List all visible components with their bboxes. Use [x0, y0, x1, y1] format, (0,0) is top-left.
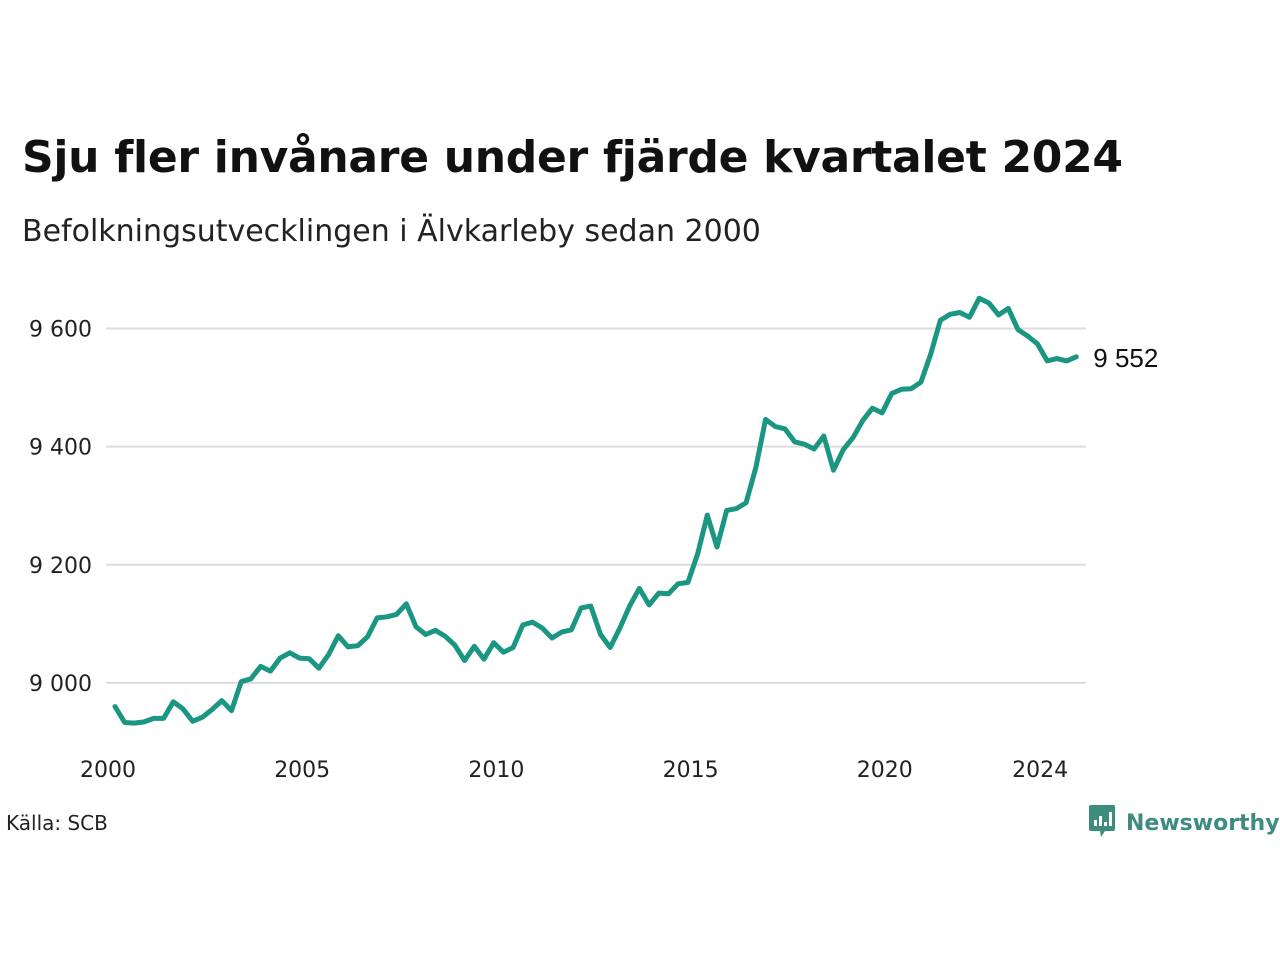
y-axis-ticks: 9 000 9 200 9 400 9 600 — [29, 317, 92, 696]
chart-title: Sju fler invånare under fjärde kvartalet… — [22, 132, 1123, 183]
x-tick-label: 2015 — [663, 758, 719, 783]
x-tick-label: 2005 — [274, 758, 330, 783]
x-axis-ticks: 2000 2005 2010 2015 2020 2024 — [80, 758, 1068, 783]
y-tick-label: 9 600 — [29, 317, 92, 342]
y-tick-label: 9 200 — [29, 554, 92, 579]
grid-lines — [106, 327, 1086, 684]
last-value-label: 9 552 — [1093, 343, 1158, 373]
brand-logo: Newsworthy — [1088, 804, 1280, 843]
x-tick-label: 2020 — [857, 758, 913, 783]
x-tick-label: 2000 — [80, 758, 136, 783]
x-tick-label: 2024 — [1012, 758, 1068, 783]
y-tick-label: 9 000 — [29, 672, 92, 697]
bar-chart-speech-bubble-icon — [1088, 804, 1116, 843]
chart-subtitle: Befolkningsutvecklingen i Älvkarleby sed… — [22, 214, 761, 249]
y-tick-label: 9 400 — [29, 436, 92, 461]
brand-name: Newsworthy — [1126, 811, 1280, 836]
x-tick-label: 2010 — [468, 758, 524, 783]
source-note: Källa: SCB — [6, 811, 108, 835]
series-group — [112, 295, 1079, 726]
population-series-line — [112, 295, 1079, 726]
